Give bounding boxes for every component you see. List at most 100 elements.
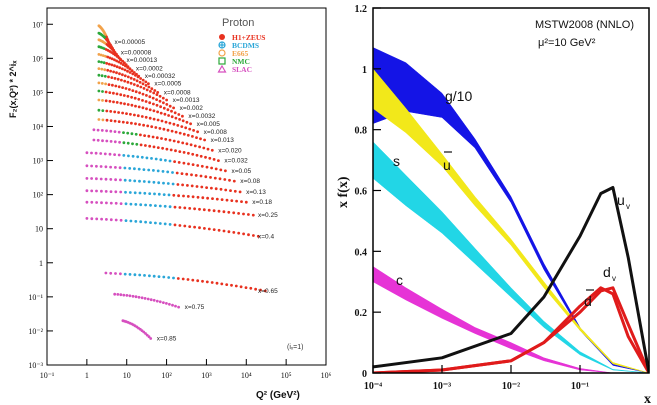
right-y-tick-label: 0.4: [355, 247, 368, 258]
data-point: [109, 140, 113, 143]
data-point: [209, 176, 212, 179]
data-point: [213, 176, 217, 180]
data-point: [181, 119, 185, 123]
data-point: [170, 115, 174, 119]
data-point: [148, 101, 152, 105]
data-point: [152, 91, 156, 95]
data-point: [256, 234, 260, 238]
left-y-tick-label: 10²: [33, 191, 44, 200]
data-point: [143, 297, 147, 300]
data-point: [162, 193, 166, 197]
data-point: [137, 105, 141, 109]
data-point: [110, 76, 114, 79]
data-point: [218, 177, 222, 181]
data-point: [109, 110, 113, 113]
left-y-tick-label: 10⁶: [32, 54, 43, 63]
right-xlabel: x: [644, 392, 651, 405]
left-x-tick-label: 10⁶: [321, 371, 332, 380]
data-point: [122, 94, 126, 97]
data-point: [101, 99, 104, 102]
data-point: [219, 168, 223, 172]
data-point: [232, 211, 236, 215]
data-point: [110, 63, 114, 67]
data-point: [119, 218, 123, 222]
data-point: [125, 121, 129, 124]
data-point: [156, 118, 160, 122]
data-point: [117, 60, 121, 64]
data-point: [90, 177, 93, 180]
data-point: [157, 181, 161, 185]
data-point: [153, 192, 156, 196]
data-point: [166, 128, 170, 132]
data-point: [100, 67, 104, 71]
data-point: [113, 119, 117, 123]
data-point: [121, 86, 124, 89]
data-point: [182, 194, 185, 198]
data-point: [247, 233, 250, 237]
data-point: [217, 228, 221, 232]
left-y-tick-label: 10⁴: [32, 122, 43, 131]
data-point: [144, 84, 148, 87]
data-point: [178, 206, 182, 209]
data-point: [152, 102, 155, 106]
right-ylabel: x f(x): [336, 176, 351, 208]
data-point: [140, 296, 144, 300]
data-point: [124, 202, 128, 206]
data-point: [225, 198, 229, 202]
data-point: [138, 123, 141, 126]
data-point: [170, 129, 174, 133]
data-point: [124, 87, 128, 90]
data-point: [133, 96, 137, 100]
data-point: [95, 189, 98, 193]
data-point: [100, 74, 104, 78]
data-point: [194, 174, 198, 177]
bin-label: x=0.08: [240, 178, 260, 185]
data-point: [123, 74, 127, 78]
data-point: [202, 208, 206, 212]
data-point: [131, 72, 135, 76]
data-point: [165, 103, 169, 106]
data-point: [196, 279, 200, 283]
left-data-points: [85, 24, 267, 340]
left-panel: 10⁻¹ 1 10 10² 10³ 10⁴ 10⁵ 10⁶ 10⁻³ 10⁻² 10⁻¹ 1 10 10²…: [8, 7, 332, 401]
bin-label: x=0.00005: [115, 39, 146, 46]
data-point: [154, 126, 158, 129]
data-point: [130, 95, 134, 99]
bin-label: x=0.05: [231, 168, 251, 175]
data-point: [100, 82, 104, 85]
data-point: [129, 219, 133, 223]
data-point: [203, 227, 206, 230]
data-point: [156, 110, 160, 114]
data-point: [154, 204, 157, 208]
data-point: [118, 66, 122, 70]
data-point: [198, 226, 201, 230]
data-point: [147, 82, 150, 86]
data-point: [174, 116, 178, 120]
left-y-tick-label: 10⁻¹: [28, 293, 43, 302]
left-y-tick-label: 1: [39, 259, 43, 268]
data-point: [128, 294, 132, 298]
data-point: [137, 295, 141, 299]
data-point: [161, 96, 165, 100]
data-point: [103, 152, 107, 156]
data-point: [113, 140, 117, 144]
data-point: [158, 99, 162, 103]
data-point: [139, 220, 143, 224]
data-point: [99, 152, 103, 155]
bin-label: x=0.0002: [136, 66, 163, 73]
data-point: [100, 129, 104, 132]
data-point: [126, 131, 130, 135]
data-point: [95, 164, 98, 168]
data-point: [85, 177, 89, 180]
data-point: [173, 111, 177, 115]
data-point: [180, 125, 184, 128]
data-point: [107, 62, 111, 66]
data-point: [139, 85, 143, 89]
data-point: [90, 189, 94, 193]
data-point: [143, 191, 147, 195]
bin-label: x=0.0013: [173, 97, 200, 104]
data-point: [121, 120, 125, 124]
data-point: [102, 61, 106, 65]
data-point: [99, 53, 103, 57]
data-point: [201, 196, 205, 200]
